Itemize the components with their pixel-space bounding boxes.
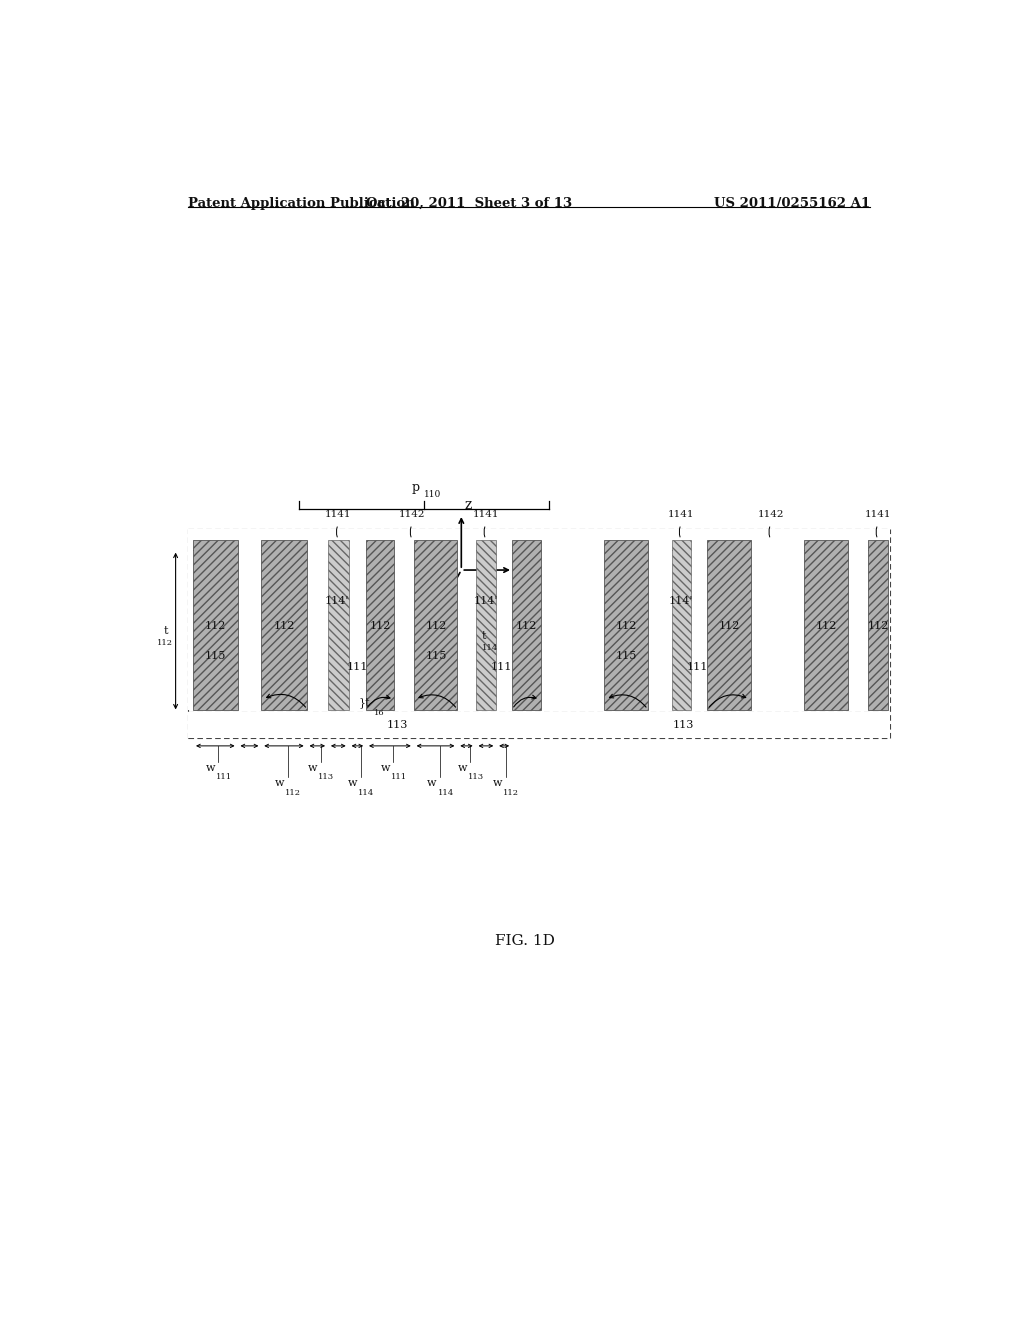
Bar [328,540,348,710]
Bar [348,540,367,710]
Bar [367,540,394,710]
Bar [187,713,890,738]
Text: 114: 114 [358,788,375,796]
Text: 110: 110 [424,490,441,499]
Text: 115: 115 [615,652,637,661]
Text: 112: 112 [370,620,391,631]
Bar [888,540,890,710]
Bar [708,540,751,710]
Text: w: w [348,779,357,788]
Bar [672,540,691,710]
Text: 111: 111 [216,774,232,781]
Text: 16: 16 [374,709,385,717]
Text: 112: 112 [425,620,446,631]
Text: p: p [412,480,420,494]
Text: w: w [380,763,390,774]
Text: 114: 114 [481,644,498,652]
Text: 114': 114' [325,595,349,606]
Text: 113: 113 [318,774,335,781]
Bar [187,540,194,710]
Bar [604,540,648,710]
Bar [306,540,328,710]
Text: 1141: 1141 [473,511,499,519]
Text: w: w [427,779,436,788]
Bar [867,540,888,710]
Text: 112: 112 [205,620,226,631]
Text: 111: 111 [347,661,368,672]
Text: 112: 112 [867,620,889,631]
Text: w: w [458,763,467,774]
Text: 112: 112 [273,620,295,631]
Bar [512,540,541,710]
Text: 112: 112 [816,620,837,631]
Text: 115: 115 [205,652,226,661]
Text: 113: 113 [387,719,409,730]
Text: FIG. 1D: FIG. 1D [495,935,555,948]
Text: 111: 111 [492,661,512,672]
Text: US 2011/0255162 A1: US 2011/0255162 A1 [714,197,870,210]
Bar [751,540,804,710]
Text: 112: 112 [285,788,301,796]
Text: 115: 115 [425,652,446,661]
Text: }t: }t [358,697,370,708]
Bar [804,540,848,710]
Text: 112: 112 [158,639,173,647]
Text: 111: 111 [391,774,407,781]
Bar [261,540,306,710]
Bar [497,540,512,710]
Bar [414,540,458,710]
Text: 114': 114' [474,595,498,606]
Text: 1141: 1141 [668,511,694,519]
Bar [194,540,238,710]
Bar [458,540,475,710]
Bar [238,540,261,710]
Text: t: t [163,626,168,636]
Bar [187,529,890,540]
Text: x: x [518,557,525,572]
Text: z: z [465,498,472,512]
Text: 112: 112 [516,620,537,631]
Text: 112: 112 [615,620,637,631]
Text: 111: 111 [686,661,708,672]
Text: Oct. 20, 2011  Sheet 3 of 13: Oct. 20, 2011 Sheet 3 of 13 [367,197,572,210]
Text: t: t [481,631,485,642]
Text: 113: 113 [468,774,483,781]
Text: 1141: 1141 [864,511,891,519]
Text: y: y [432,603,440,616]
Text: 112: 112 [719,620,740,631]
Text: 114: 114 [437,788,454,796]
Text: w: w [494,779,503,788]
Bar [648,540,672,710]
Text: Patent Application Publication: Patent Application Publication [187,197,415,210]
Text: w: w [206,763,215,774]
Text: 113: 113 [673,719,694,730]
Text: w: w [274,779,285,788]
Bar [475,540,497,710]
Text: 114': 114' [669,595,693,606]
Bar [848,540,867,710]
Bar [541,540,604,710]
Bar [394,540,414,710]
Text: 112: 112 [504,788,519,796]
Bar [691,540,708,710]
Text: 1141: 1141 [325,511,351,519]
Text: 1142: 1142 [399,511,425,519]
Text: w: w [308,763,317,774]
Text: 1142: 1142 [758,511,784,519]
